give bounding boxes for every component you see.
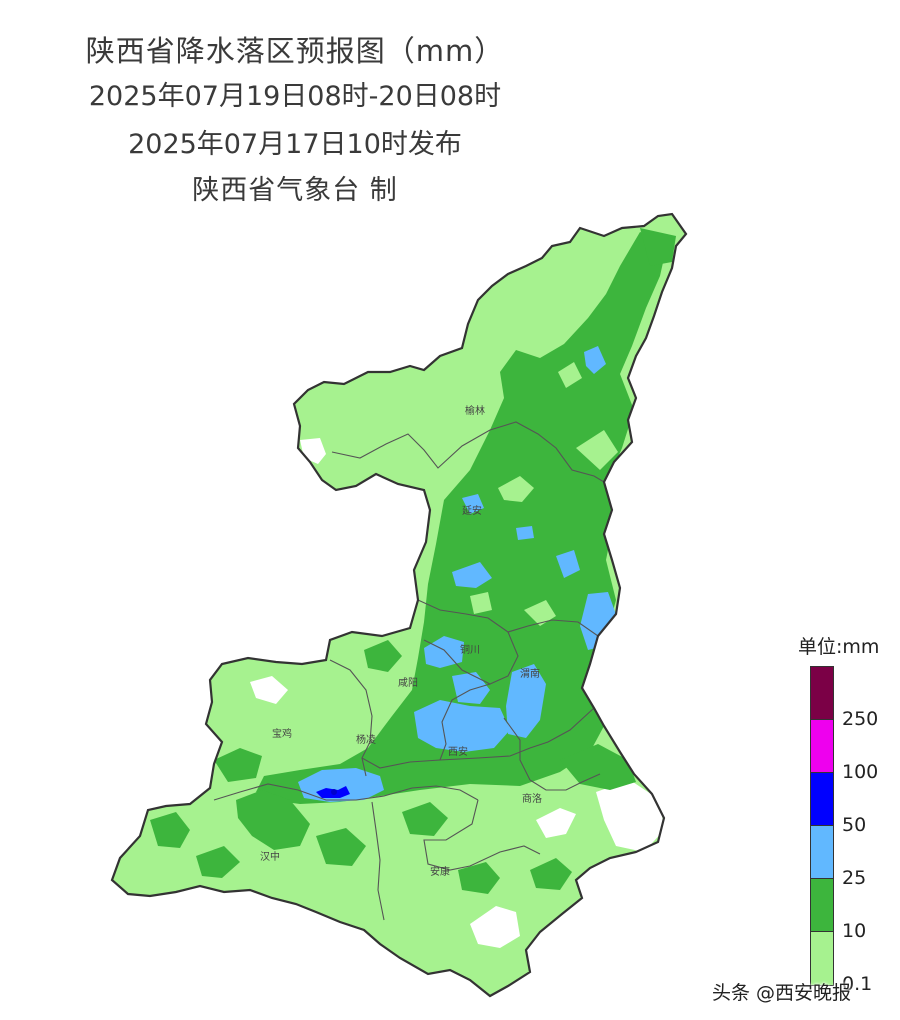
legend-value-label: 10 bbox=[842, 920, 867, 942]
legend-swatch bbox=[811, 932, 833, 985]
legend-swatch bbox=[811, 773, 833, 826]
forecast-period: 2025年07月19日08时-20日08时 bbox=[88, 81, 502, 112]
legend-unit-label: 单位:mm bbox=[798, 636, 880, 658]
issuer: 陕西省气象台 制 bbox=[192, 175, 398, 206]
legend-value-label: 50 bbox=[842, 814, 867, 836]
city-label-weinan: 渭南 bbox=[520, 667, 540, 680]
city-label-tongchuan: 铜川 bbox=[460, 644, 480, 656]
city-label-yangling: 杨凌 bbox=[356, 733, 376, 746]
city-label-ankang: 安康 bbox=[430, 865, 450, 878]
issue-time: 2025年07月17日10时发布 bbox=[128, 129, 462, 160]
legend-value-label: 250 bbox=[842, 708, 879, 730]
city-label-shangluo: 商洛 bbox=[522, 792, 542, 805]
watermark: 头条 @西安晚报 bbox=[712, 982, 852, 1004]
legend-swatch bbox=[811, 667, 833, 720]
legend-value-label: 25 bbox=[842, 867, 867, 889]
city-label-xian: 西安 bbox=[448, 745, 468, 758]
legend-swatch bbox=[811, 720, 833, 773]
legend-swatch bbox=[811, 879, 833, 932]
city-label-hanzhong: 汉中 bbox=[260, 850, 280, 863]
legend-value-label: 100 bbox=[842, 761, 879, 783]
map-title: 陕西省降水落区预报图（mm） bbox=[85, 34, 505, 68]
legend-swatch bbox=[811, 826, 833, 879]
color-legend bbox=[810, 666, 834, 986]
city-label-baoji: 宝鸡 bbox=[272, 727, 292, 740]
city-label-yulin: 榆林 bbox=[465, 404, 485, 417]
city-label-yanan: 延安 bbox=[462, 504, 482, 517]
city-label-xianyang: 咸阳 bbox=[398, 677, 418, 689]
legend-value-label: 0.1 bbox=[842, 973, 873, 995]
